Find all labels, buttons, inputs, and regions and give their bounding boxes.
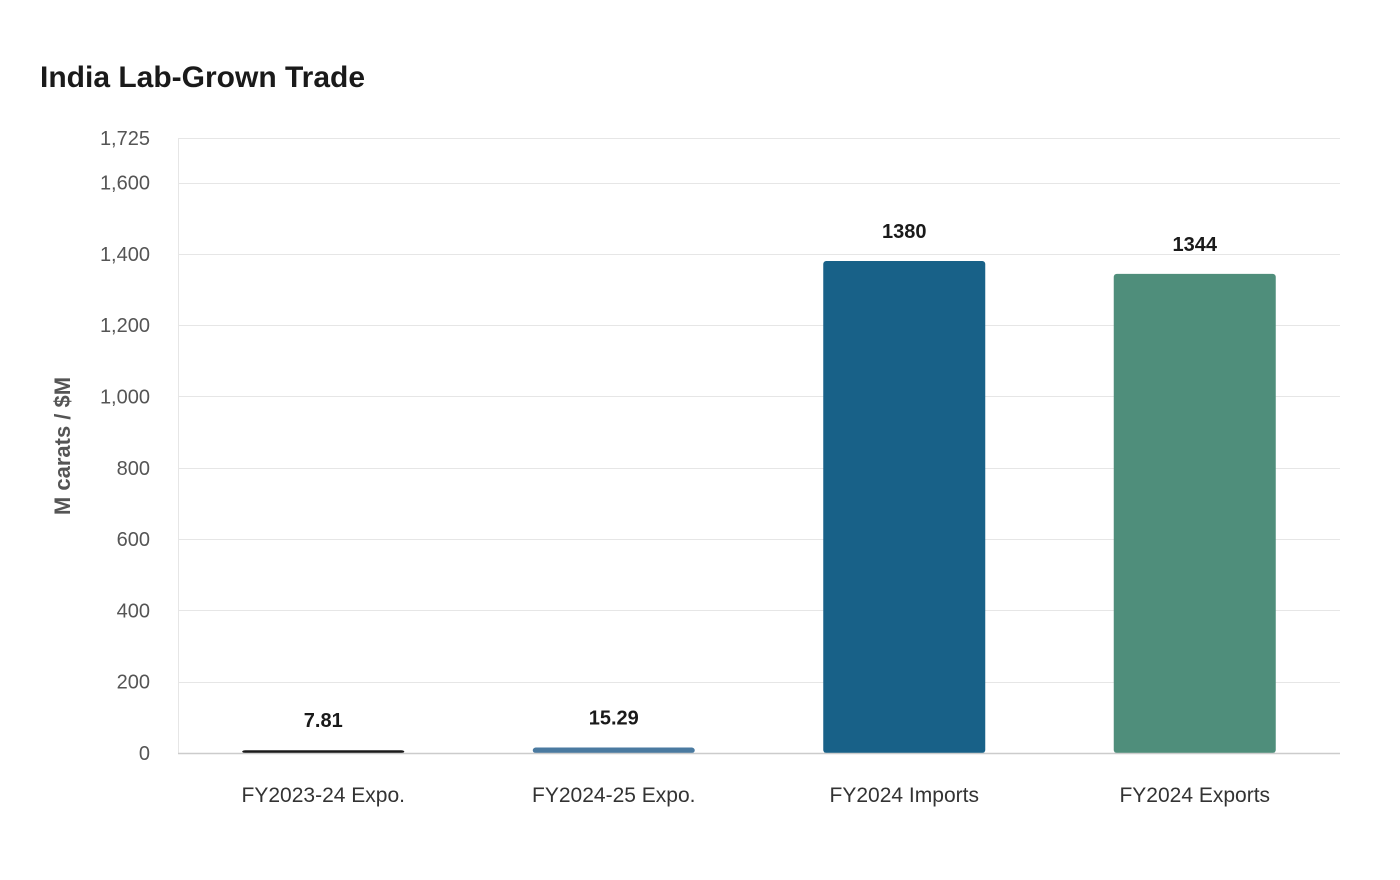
x-tick-label: FY2023-24 Expo. <box>242 784 405 807</box>
bar <box>1113 273 1276 753</box>
y-axis-title: M carats / $M <box>50 377 75 515</box>
bar-value-label: 1344 <box>1173 234 1218 256</box>
bar-value-label: 15.29 <box>589 708 639 730</box>
bar-value-label: 7.81 <box>304 710 343 732</box>
y-tick-label: 1,725 <box>100 128 150 150</box>
y-tick-label: 600 <box>117 529 150 551</box>
y-tick-label: 200 <box>117 672 150 694</box>
x-tick-label: FY2024 Imports <box>830 784 979 807</box>
y-tick-label: 1,000 <box>100 386 150 408</box>
labels-layer: 0 200 400 600 800 1,000 1,200 1,400 1,600 1,725 7.… <box>100 128 1270 807</box>
bars-layer <box>242 261 1276 753</box>
bar-value-label: 1380 <box>882 221 927 243</box>
bar <box>532 747 695 753</box>
y-tick-label: 1,200 <box>100 315 150 337</box>
bar <box>242 750 405 753</box>
y-tick-label: 1,400 <box>100 244 150 266</box>
y-tick-label: 0 <box>139 743 150 765</box>
y-tick-label: 1,600 <box>100 173 150 195</box>
x-tick-label: FY2024-25 Expo. <box>532 784 695 807</box>
y-tick-label: 400 <box>117 600 150 622</box>
chart-title: India Lab-Grown Trade <box>40 61 366 94</box>
bar <box>823 261 986 753</box>
x-tick-label: FY2024 Exports <box>1119 784 1270 807</box>
y-tick-label: 800 <box>117 458 150 480</box>
grid-layer <box>178 138 1340 753</box>
